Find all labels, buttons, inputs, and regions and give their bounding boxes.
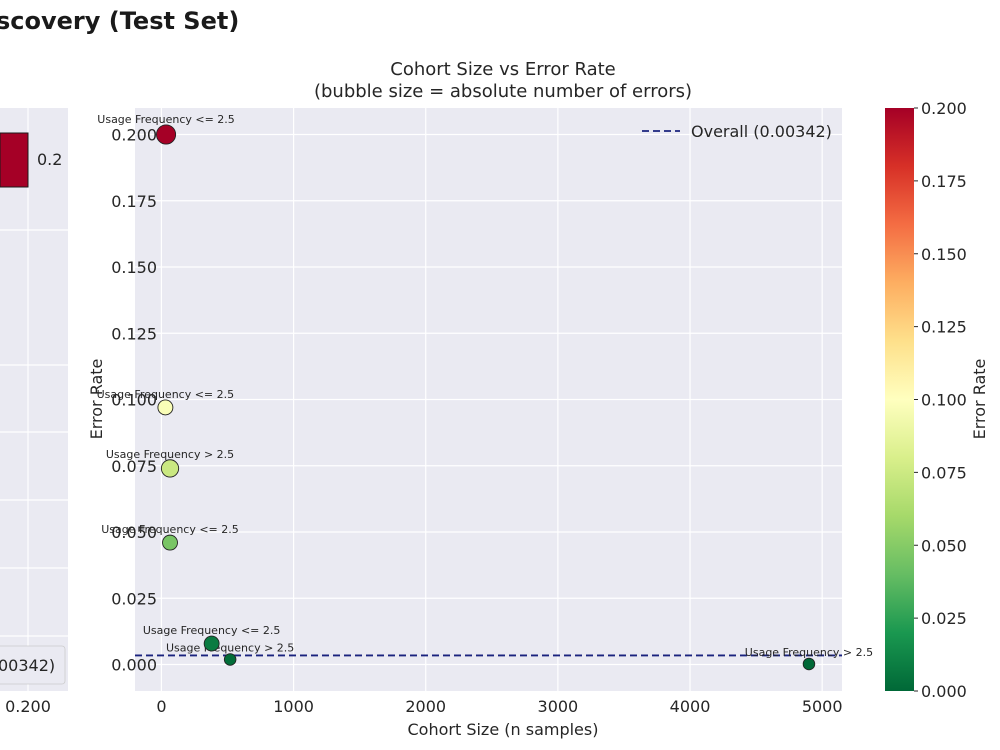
y-tick-label: 0.150 — [111, 258, 157, 277]
point-annotation: Usage Frequency > 2.5 — [166, 642, 294, 655]
y-tick-label: 0.025 — [111, 589, 157, 608]
left-bar — [0, 132, 29, 188]
colorbar-tick-label: 0.000 — [921, 682, 967, 701]
y-tick-label: 0.075 — [111, 457, 157, 476]
colorbar-label: Error Rate — [970, 359, 989, 440]
x-tick-labels: 0 1000 2000 3000 4000 5000 — [156, 697, 842, 716]
colorbar-tick-label: 0.050 — [921, 536, 967, 555]
left-bar-value-label: 0.2 — [37, 150, 62, 169]
point-annotation: Usage Frequency > 2.5 — [745, 646, 873, 659]
y-tick-labels: 0.000 0.025 0.050 0.075 0.100 0.125 0.150 0.175… — [111, 126, 157, 675]
x-tick-label: 5000 — [802, 697, 843, 716]
grid — [135, 108, 842, 691]
y-tick-label: 0.125 — [111, 324, 157, 343]
colorbar-tick-label: 0.075 — [921, 463, 967, 482]
x-tick-label: 0 — [156, 697, 166, 716]
data-point — [802, 657, 816, 671]
colorbar-tick-label: 0.125 — [921, 318, 967, 337]
chart-title: Cohort Size vs Error Rate — [390, 59, 615, 80]
data-point — [156, 124, 177, 145]
y-tick-label: 0.050 — [111, 523, 157, 542]
left-legend-fragment: 00342) — [0, 656, 55, 675]
left-panel: 0.2 00342) 0.200 — [0, 108, 68, 716]
colorbar: 0.000 0.025 0.050 0.075 0.100 0.125 0.150 0.175… — [885, 99, 989, 701]
point-annotation: Usage Frequency <= 2.5 — [101, 523, 239, 536]
colorbar-tick-label: 0.175 — [921, 172, 967, 191]
colorbar-tick-label: 0.200 — [921, 99, 967, 118]
y-tick-label: 0.200 — [111, 126, 157, 145]
colorbar-tick-label: 0.150 — [921, 245, 967, 264]
y-tick-label: 0.000 — [111, 656, 157, 675]
x-axis-label: Cohort Size (n samples) — [408, 720, 599, 739]
x-tick-label: 3000 — [538, 697, 579, 716]
left-plot-background — [0, 108, 68, 691]
x-tick-label: 2000 — [405, 697, 446, 716]
left-xtick-label: 0.200 — [5, 697, 51, 716]
colorbar-tick-label: 0.025 — [921, 609, 967, 628]
point-annotation: Usage Frequency > 2.5 — [106, 448, 234, 461]
page-title: scovery (Test Set) — [0, 7, 240, 35]
data-point — [203, 635, 220, 652]
legend-entry: Overall (0.00342) — [691, 122, 832, 141]
colorbar-tick-labels: 0.000 0.025 0.050 0.075 0.100 0.125 0.150 0.175… — [914, 99, 967, 701]
y-axis-label: Error Rate — [87, 359, 106, 440]
data-point — [223, 653, 237, 666]
chart-subtitle: (bubble size = absolute number of errors… — [314, 81, 692, 102]
data-point — [160, 459, 180, 478]
point-annotation: Usage Frequency <= 2.5 — [97, 113, 235, 126]
point-annotation: Usage Frequency <= 2.5 — [97, 388, 235, 401]
legend: Overall (0.00342) — [642, 122, 832, 141]
point-annotation: Usage Frequency <= 2.5 — [143, 624, 281, 637]
points — [156, 124, 816, 671]
left-legend-box — [0, 645, 66, 685]
point-annotations: Usage Frequency <= 2.5 Usage Frequency <=… — [97, 113, 873, 659]
y-tick-label: 0.100 — [111, 391, 157, 410]
colorbar-gradient — [885, 108, 914, 691]
y-tick-label: 0.175 — [111, 192, 157, 211]
x-tick-label: 1000 — [273, 697, 314, 716]
data-point — [162, 534, 178, 551]
x-tick-label: 4000 — [670, 697, 711, 716]
colorbar-tick-label: 0.100 — [921, 391, 967, 410]
data-point — [157, 399, 174, 416]
